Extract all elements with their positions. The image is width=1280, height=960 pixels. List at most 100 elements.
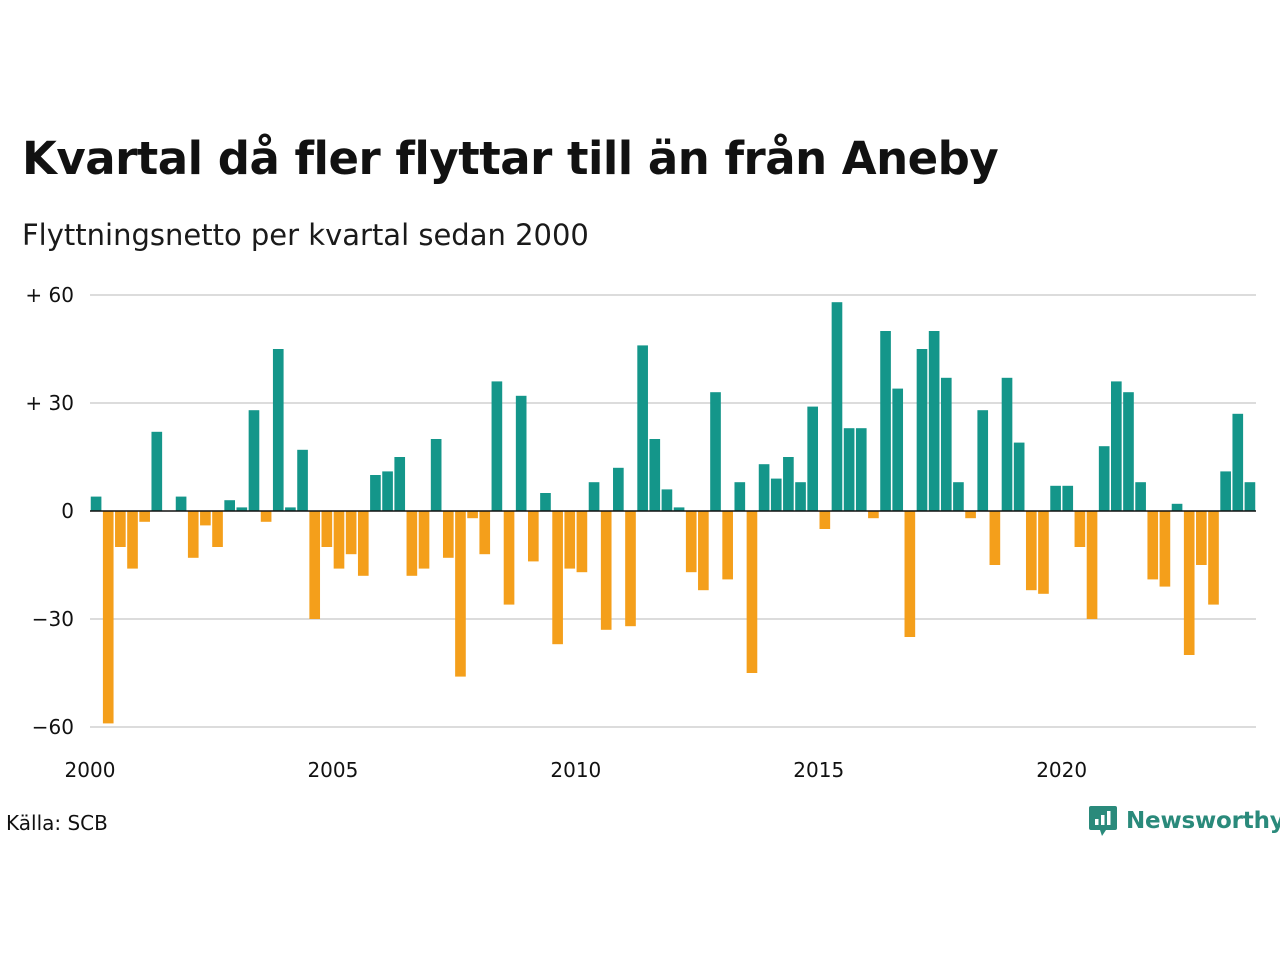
bar-positive (1123, 392, 1134, 511)
bar-negative (746, 511, 758, 673)
bar-negative (1025, 511, 1037, 591)
bar-negative (1074, 511, 1086, 547)
bar-negative (625, 511, 636, 627)
bar-negative (685, 511, 697, 573)
bar-positive (90, 496, 102, 511)
bar-positive (795, 482, 806, 511)
bar-positive (783, 457, 794, 511)
bar-negative (333, 511, 345, 569)
bar-negative (1086, 511, 1098, 619)
bar-positive (831, 302, 843, 511)
bar-positive (272, 349, 284, 511)
bar-negative (600, 511, 612, 630)
x-tick-label: 2020 (1036, 758, 1087, 782)
brand-name: Newsworthy (1126, 808, 1280, 834)
bar-positive (1098, 446, 1110, 511)
bar-positive (855, 428, 867, 511)
y-tick-label: + 60 (25, 283, 74, 307)
y-tick-label: −30 (32, 607, 74, 631)
bar-positive (1232, 413, 1244, 511)
bar-negative (868, 511, 879, 519)
bar-negative (576, 511, 588, 573)
x-tick-label: 2015 (793, 758, 844, 782)
bar-negative (1183, 511, 1195, 655)
newsworthy-logo-icon (1089, 806, 1117, 836)
bar-negative (479, 511, 491, 555)
bar-negative (564, 511, 576, 569)
bar-positive (843, 428, 855, 511)
bar-negative (200, 511, 211, 526)
x-tick-label: 2010 (550, 758, 601, 782)
bar-positive (224, 500, 235, 511)
bar-negative (1038, 511, 1049, 594)
bar-negative (309, 511, 321, 619)
bar-positive (1050, 485, 1061, 511)
bar-positive (430, 439, 442, 511)
bar-positive (1013, 442, 1025, 511)
bar-positive (1244, 482, 1256, 511)
bar-negative (552, 511, 563, 645)
bar-negative (139, 511, 150, 522)
bar-positive (637, 345, 648, 511)
bar-negative (698, 511, 709, 591)
y-tick-label: −60 (32, 715, 74, 739)
bar-negative (406, 511, 418, 576)
bar-positive (588, 482, 600, 511)
bar-positive (649, 439, 661, 511)
bar-negative (503, 511, 515, 605)
bar-chart: + 60 + 30 0 −30 −60 2000 2005 2010 2015 2020 (25, 283, 1256, 782)
bar-positive (892, 388, 904, 511)
bar-positive (382, 471, 393, 511)
bar-positive (515, 395, 527, 511)
bar-positive (1220, 471, 1231, 511)
bar-negative (722, 511, 733, 580)
bar-negative (455, 511, 466, 677)
bar-positive (394, 457, 406, 511)
chart-subtitle: Flyttningsnetto per kvartal sedan 2000 (22, 218, 589, 252)
source-note: Källa: SCB (6, 811, 108, 835)
bar-positive (175, 496, 187, 511)
bar-positive (540, 493, 551, 511)
bar-positive (661, 489, 673, 511)
bar-positive (940, 377, 952, 511)
x-tick-label: 2000 (65, 758, 116, 782)
chart-title: Kvartal då fler flyttar till än från Ane… (22, 132, 999, 185)
bar-positive (1062, 485, 1074, 511)
bar-negative (187, 511, 199, 558)
bar-negative (260, 511, 272, 522)
bar-negative (989, 511, 1001, 565)
bar-negative (467, 511, 478, 519)
x-tick-label: 2005 (307, 758, 358, 782)
bar-positive (916, 349, 928, 511)
brand-logo: Newsworthy (1088, 804, 1280, 838)
y-tick-label: 0 (61, 499, 74, 523)
bar-negative (115, 511, 126, 547)
bar-negative (965, 511, 976, 519)
bar-positive (1001, 377, 1013, 511)
bar-positive (491, 381, 503, 511)
bar-negative (904, 511, 916, 637)
bar-negative (1196, 511, 1207, 565)
bar-positive (880, 331, 891, 511)
bar-negative (127, 511, 138, 569)
bar-negative (345, 511, 357, 555)
bar-positive (613, 467, 624, 511)
bar-positive (297, 449, 308, 511)
bar-negative (212, 511, 223, 547)
bar-negative (528, 511, 539, 562)
bar-positive (953, 482, 964, 511)
bar-positive (758, 464, 770, 511)
bar-negative (102, 511, 114, 724)
bar-positive (807, 406, 818, 511)
bar-positive (977, 410, 989, 511)
bar-positive (734, 482, 746, 511)
bar-negative (321, 511, 333, 547)
bar-positive (151, 431, 163, 511)
bar-negative (1159, 511, 1171, 587)
bar-positive (285, 507, 296, 511)
bar-positive (1135, 482, 1146, 511)
bar-positive (370, 475, 381, 511)
bar-negative (442, 511, 454, 558)
bar-positive (1111, 381, 1122, 511)
bar-positive (770, 478, 782, 511)
